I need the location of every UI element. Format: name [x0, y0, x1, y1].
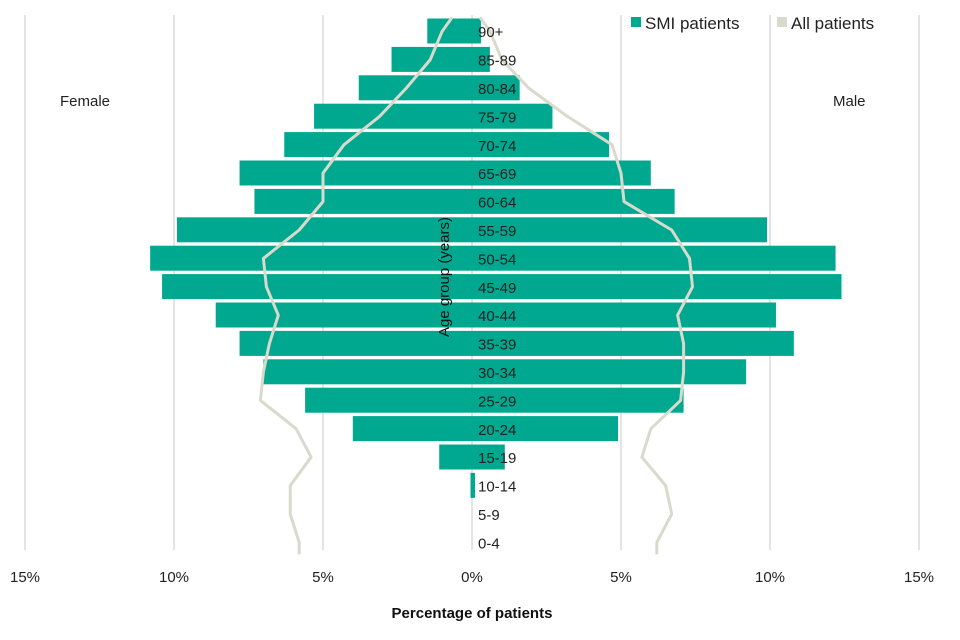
age-label-50-54: 50-54 — [478, 251, 516, 268]
legend-swatch-all — [777, 17, 787, 27]
age-group-labels: 0-4 5-9 10-14 15-19 20-24 25-29 30-34 35-39 40-4… — [478, 24, 516, 552]
age-label-70-74: 70-74 — [478, 138, 516, 155]
bar-female-35-39 — [239, 330, 472, 356]
y-axis-title: Age group (years) — [436, 217, 453, 337]
bar-male-20-24 — [472, 416, 619, 442]
bar-female-45-49 — [162, 274, 472, 300]
bar-female-10-14 — [470, 472, 472, 498]
bar-male-15-19 — [472, 444, 505, 470]
x-tick-label-1: 10% — [159, 569, 189, 586]
age-label-45-49: 45-49 — [478, 280, 516, 297]
x-tick-label-3: 0% — [461, 569, 483, 586]
x-tick-label-2: 5% — [312, 569, 334, 586]
bar-female-65-69 — [239, 160, 472, 186]
bar-male-90+ — [472, 18, 481, 44]
line-series — [258, 16, 694, 555]
bar-female-70-74 — [284, 132, 472, 158]
bar-male-80-84 — [472, 75, 520, 101]
age-label-60-64: 60-64 — [478, 195, 516, 212]
age-label-25-29: 25-29 — [478, 393, 516, 410]
age-label-75-79: 75-79 — [478, 109, 516, 126]
line-all-female — [258, 16, 454, 555]
bar-male-85-89 — [472, 46, 490, 72]
bar-male-50-54 — [472, 245, 836, 271]
age-label-30-34: 30-34 — [478, 365, 516, 382]
legend-label-all: All patients — [791, 14, 874, 33]
bar-male-40-44 — [472, 302, 776, 328]
bar-female-20-24 — [352, 416, 472, 442]
bar-female-15-19 — [439, 444, 472, 470]
x-tick-label-5: 10% — [755, 569, 785, 586]
x-axis-title: Percentage of patients — [392, 605, 553, 622]
x-axis-ticks: 15% 10% 5% 0% 5% 10% 15% — [10, 569, 934, 586]
age-label-40-44: 40-44 — [478, 308, 516, 325]
age-label-15-19: 15-19 — [478, 450, 516, 467]
bar-male-60-64 — [472, 188, 675, 214]
bar-female-40-44 — [215, 302, 472, 328]
bar-male-45-49 — [472, 274, 842, 300]
age-label-80-84: 80-84 — [478, 81, 516, 98]
bar-female-50-54 — [150, 245, 472, 271]
bar-male-70-74 — [472, 132, 610, 158]
age-label-55-59: 55-59 — [478, 223, 516, 240]
male-label: Male — [833, 93, 866, 110]
age-label-90+: 90+ — [478, 24, 504, 41]
bar-male-25-29 — [472, 387, 684, 413]
legend-swatch-smi — [631, 17, 641, 27]
age-label-0-4: 0-4 — [478, 535, 500, 552]
age-label-85-89: 85-89 — [478, 53, 516, 70]
bar-female-60-64 — [254, 188, 472, 214]
bar-male-75-79 — [472, 103, 553, 129]
bar-male-30-34 — [472, 359, 747, 385]
bar-male-55-59 — [472, 217, 768, 243]
legend-label-smi: SMI patients — [645, 14, 740, 33]
bar-series — [150, 18, 842, 498]
x-tick-label-4: 5% — [610, 569, 632, 586]
age-label-10-14: 10-14 — [478, 479, 516, 496]
x-tick-label-6: 15% — [904, 569, 934, 586]
x-tick-label-0: 15% — [10, 569, 40, 586]
age-label-20-24: 20-24 — [478, 422, 516, 439]
bar-female-30-34 — [263, 359, 472, 385]
bar-female-75-79 — [314, 103, 472, 129]
female-label: Female — [60, 93, 110, 110]
bar-female-25-29 — [305, 387, 472, 413]
age-label-65-69: 65-69 — [478, 166, 516, 183]
bar-male-10-14 — [472, 472, 475, 498]
bar-male-35-39 — [472, 330, 794, 356]
legend: SMI patients All patients — [631, 14, 874, 33]
bar-female-55-59 — [176, 217, 473, 243]
line-all-male — [478, 16, 694, 555]
age-label-35-39: 35-39 — [478, 337, 516, 354]
age-label-5-9: 5-9 — [478, 507, 500, 524]
